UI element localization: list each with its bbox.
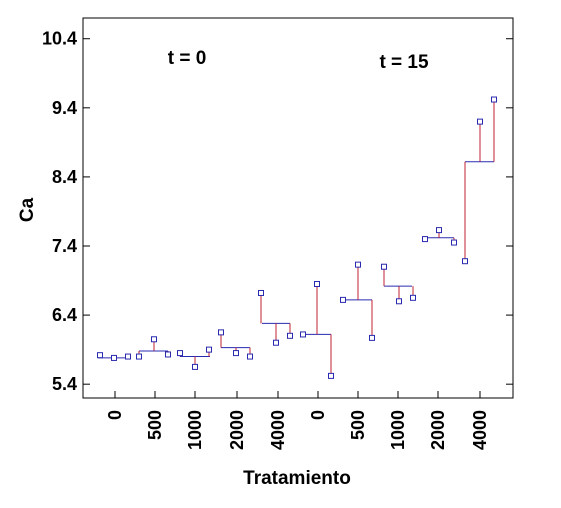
x-tick-label: 500 xyxy=(348,410,368,440)
data-point xyxy=(462,258,468,265)
data-point xyxy=(314,281,320,287)
data-point xyxy=(177,350,183,357)
data-point xyxy=(273,339,279,346)
data-point xyxy=(247,353,253,360)
x-tick-label: 4000 xyxy=(470,410,490,450)
data-point xyxy=(369,334,375,341)
y-tick-label: 10.4 xyxy=(42,29,77,49)
y-tick-label: 5.4 xyxy=(52,374,77,394)
data-point xyxy=(206,346,212,353)
y-tick-label: 6.4 xyxy=(52,305,77,325)
y-tick-label: 7.4 xyxy=(52,236,77,256)
data-point xyxy=(165,351,171,358)
data-point xyxy=(218,329,224,336)
data-point xyxy=(451,239,457,246)
x-tick-label: 500 xyxy=(145,410,165,440)
data-point xyxy=(436,227,442,234)
data-point xyxy=(136,353,142,360)
x-tick-label: 2000 xyxy=(227,410,247,450)
data-point xyxy=(97,352,103,359)
y-axis-title: Ca xyxy=(17,197,38,222)
plot-frame xyxy=(82,17,514,399)
data-point xyxy=(396,298,402,305)
y-tick-label: 9.4 xyxy=(52,98,77,118)
data-point xyxy=(258,289,264,296)
data-point xyxy=(111,354,117,361)
annotation-t15: t = 15 xyxy=(379,52,429,73)
data-point xyxy=(355,261,361,268)
x-tick-label: 4000 xyxy=(268,410,288,450)
data-point xyxy=(233,350,239,357)
data-point xyxy=(300,331,306,338)
data-point xyxy=(340,296,346,303)
data-point xyxy=(328,372,334,379)
data-point xyxy=(410,294,416,301)
data-point xyxy=(491,96,497,103)
data-point xyxy=(381,263,387,270)
data-point xyxy=(151,336,157,343)
plot-area: 5.4 6.4 7.4 8.4 9.4 10.4 0 500 1000 2000 4000 0 500 1… xyxy=(42,17,514,450)
x-tick-label: 2000 xyxy=(428,410,448,450)
x-tick-label: 1000 xyxy=(388,410,408,450)
annotation-t0: t = 0 xyxy=(168,48,207,69)
x-axis-title: Tratamiento xyxy=(243,468,351,489)
y-tick-label: 8.4 xyxy=(52,167,77,187)
data-point xyxy=(125,353,131,360)
x-tick-label: 0 xyxy=(308,410,328,420)
data-point xyxy=(477,118,483,125)
x-tick-label: 1000 xyxy=(185,410,205,450)
x-tick-label: 0 xyxy=(105,410,125,420)
data-point xyxy=(287,332,293,339)
data-point xyxy=(422,236,428,243)
data-point xyxy=(192,363,198,370)
